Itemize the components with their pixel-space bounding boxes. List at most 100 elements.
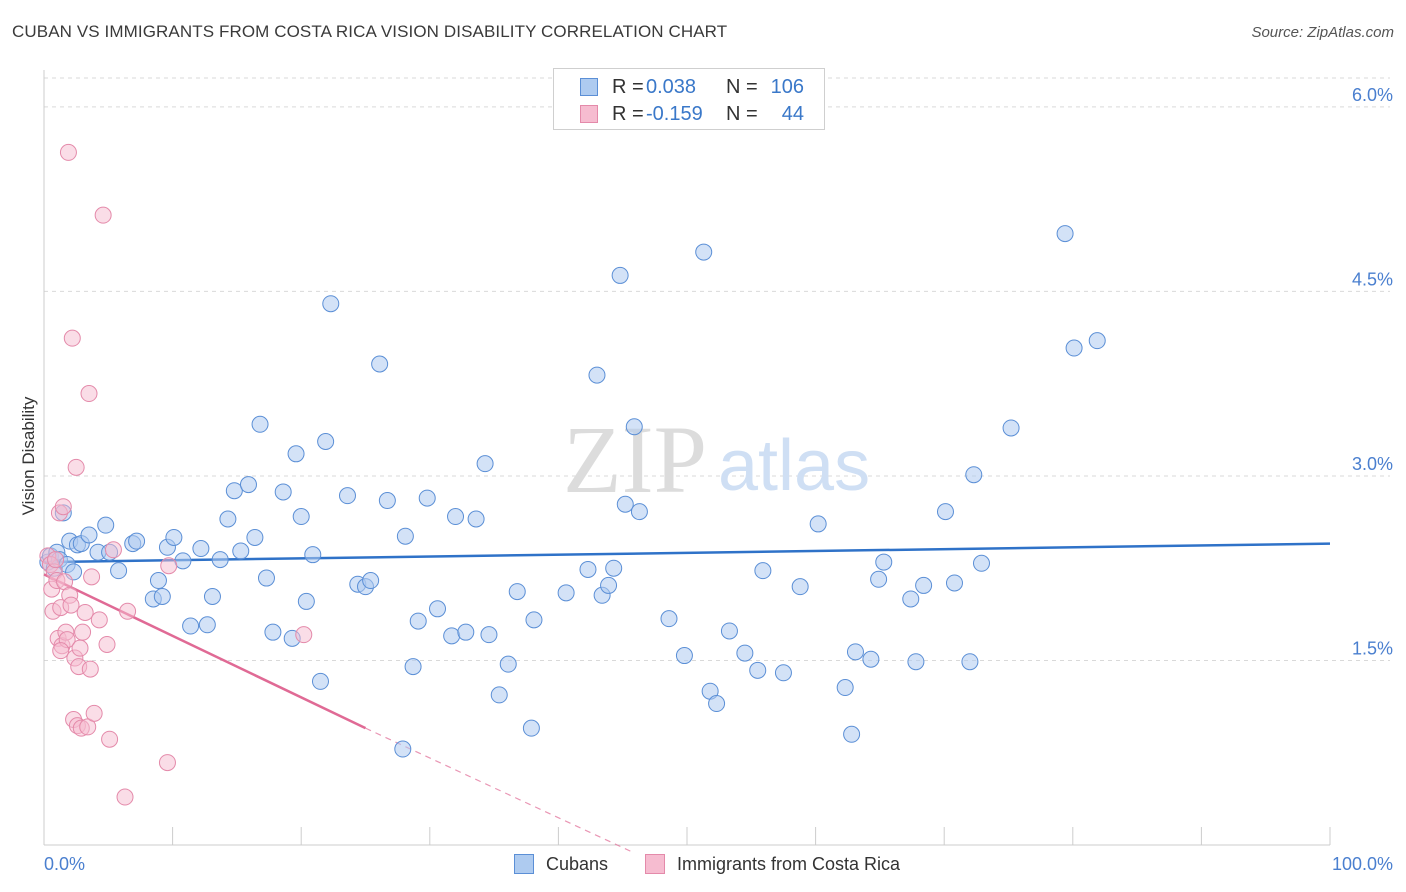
cubans-point xyxy=(915,576,933,594)
cubans-point xyxy=(870,570,888,588)
bottom-legend-costa-rica: Immigrants from Costa Rica xyxy=(645,852,900,876)
legend-swatch-blue xyxy=(580,78,598,96)
costa-rica-trend-line xyxy=(43,573,367,730)
cubans-point xyxy=(836,679,854,697)
costa-rica-point xyxy=(71,639,89,657)
costa-rica-point xyxy=(98,635,116,653)
cubans-point xyxy=(695,243,713,261)
cubans-point xyxy=(198,616,216,634)
cubans-point xyxy=(754,562,772,580)
cubans-point xyxy=(378,492,396,510)
cubans-trend-line xyxy=(43,542,1331,564)
cubans-point xyxy=(211,551,229,569)
cubans-point xyxy=(522,719,540,737)
cubans-point xyxy=(579,560,597,578)
chart-title: CUBAN VS IMMIGRANTS FROM COSTA RICA VISI… xyxy=(12,22,728,41)
y-tick-label: 4.5% xyxy=(1352,269,1393,289)
costa-rica-point xyxy=(67,458,85,476)
cubans-point xyxy=(749,661,767,679)
cubans-point xyxy=(404,658,422,676)
costa-rica-point xyxy=(80,385,98,403)
cubans-point xyxy=(972,554,990,572)
legend-n-label: N = xyxy=(726,75,758,98)
legend-r-label: R = xyxy=(612,102,644,125)
costa-rica-point xyxy=(94,206,112,224)
cubans-point xyxy=(257,569,275,587)
legend-row-costa-rica: R = -0.159 N = 44 xyxy=(580,102,804,126)
cubans-point xyxy=(246,528,264,546)
y-tick-label: 6.0% xyxy=(1352,85,1393,105)
cubans-point xyxy=(791,578,809,596)
cubans-point xyxy=(396,527,414,545)
cubans-point xyxy=(843,725,861,743)
cubans-point xyxy=(219,510,237,528)
cubans-point xyxy=(630,503,648,521)
cubans-points xyxy=(39,225,1106,758)
cubans-point xyxy=(371,355,389,373)
cubans-point xyxy=(708,695,726,713)
cubans-point xyxy=(418,489,436,507)
costa-rica-point xyxy=(76,604,94,621)
costa-rica-point xyxy=(104,541,122,559)
cubans-point xyxy=(80,526,98,544)
legend-row-cubans: R = 0.038 N = 106 xyxy=(580,75,804,99)
cubans-point xyxy=(508,583,526,601)
cubans-point xyxy=(232,542,250,560)
cubans-point xyxy=(945,574,963,592)
cubans-point xyxy=(239,476,257,494)
costa-rica-point xyxy=(63,329,81,347)
cubans-point xyxy=(600,576,618,594)
correlation-legend: R = 0.038 N = 106 R = -0.159 N = 44 xyxy=(553,68,825,130)
cubans-point xyxy=(292,508,310,526)
y-tick-label: 3.0% xyxy=(1352,454,1393,474)
cubans-point xyxy=(338,487,356,505)
x-tick-label: 0.0% xyxy=(44,854,85,874)
bottom-legend-cubans: Cubans xyxy=(514,852,608,876)
cubans-point xyxy=(317,433,335,451)
costa-rica-point xyxy=(52,642,70,660)
cubans-point xyxy=(875,553,893,571)
cubans-point xyxy=(409,612,427,630)
cubans-point xyxy=(447,508,465,526)
cubans-point xyxy=(961,653,979,671)
cubans-point xyxy=(97,516,115,534)
cubans-point xyxy=(192,540,210,558)
cubans-point xyxy=(616,495,634,513)
bottom-legend-swatch-pink xyxy=(645,854,665,874)
cubans-point xyxy=(936,503,954,521)
costa-rica-point xyxy=(295,626,313,644)
x-tick-labels: 0.0% 100.0% xyxy=(44,854,1393,874)
cubans-point xyxy=(322,295,340,313)
costa-rica-point xyxy=(85,704,103,722)
cubans-point xyxy=(907,653,925,671)
costa-rica-points xyxy=(39,143,313,806)
x-tick-label: 100.0% xyxy=(1332,854,1393,874)
cubans-point xyxy=(862,650,880,668)
cubans-point xyxy=(557,584,575,602)
source-label: Source: ZipAtlas.com xyxy=(1251,24,1394,41)
legend-r-value: -0.159 xyxy=(646,102,703,125)
y-tick-labels: 1.5% 3.0% 4.5% 6.0% xyxy=(1352,85,1393,659)
costa-rica-point xyxy=(81,660,99,678)
grid-lines xyxy=(44,77,1390,661)
watermark: ZIP atlas xyxy=(563,406,870,513)
bottom-legend-swatch-blue xyxy=(514,854,534,874)
y-axis-label: Vision Disability xyxy=(19,396,38,515)
cubans-point xyxy=(153,588,171,606)
cubans-point xyxy=(287,445,305,463)
legend-r-value: 0.038 xyxy=(646,75,697,98)
cubans-point xyxy=(467,510,485,528)
cubans-point xyxy=(720,622,738,640)
cubans-point xyxy=(174,552,192,570)
cubans-point xyxy=(182,617,200,635)
trend-lines xyxy=(43,542,1331,852)
costa-rica-point xyxy=(116,788,134,806)
cubans-point xyxy=(625,418,643,436)
cubans-point xyxy=(809,515,827,533)
costa-rica-point xyxy=(74,623,92,641)
cubans-point xyxy=(311,672,329,690)
costa-rica-point xyxy=(160,557,178,575)
costa-rica-point xyxy=(62,596,80,614)
costa-rica-point xyxy=(101,730,119,748)
